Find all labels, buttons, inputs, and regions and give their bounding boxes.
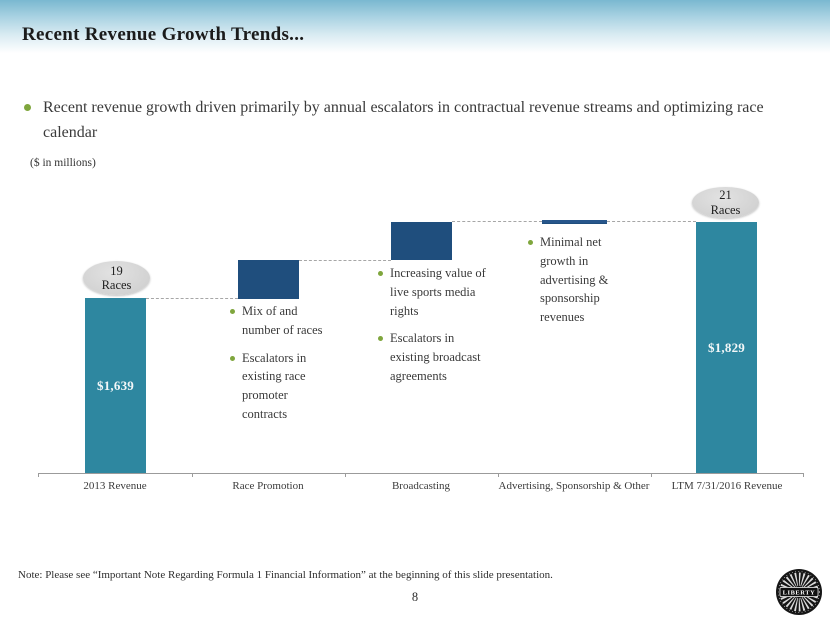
intro-bullet: Recent revenue growth driven primarily b…: [24, 96, 812, 146]
axis-tick: [498, 473, 499, 477]
list-item: Escalators in existing broadcast agreeme…: [378, 329, 486, 385]
axis-label-2013-revenue: 2013 Revenue: [83, 480, 147, 492]
liberty-media-logo: LIBERTY: [776, 569, 822, 615]
badge-number: 21: [719, 188, 732, 203]
axis-tick: [38, 473, 39, 477]
races-badge-ltm: 21 Races: [692, 187, 759, 218]
bullet-dot-icon: [378, 336, 383, 342]
annotation-race-promotion: Mix of and number of races Escalators in…: [230, 302, 330, 433]
races-badge-2013: 19 Races: [83, 261, 150, 295]
dashed-connector: [452, 221, 542, 222]
badge-number: 19: [110, 263, 123, 278]
list-item: Escalators in existing race promoter con…: [230, 349, 330, 424]
annotation-text: Escalators in existing broadcast agreeme…: [390, 331, 481, 383]
axis-label-race-promotion: Race Promotion: [232, 480, 304, 492]
bar-ltm-revenue: $1,829: [696, 222, 757, 473]
axis-tick: [345, 473, 346, 477]
logo-text: LIBERTY: [783, 590, 816, 597]
header-gradient-band: [0, 0, 830, 56]
bar-value-label: $1,639: [97, 377, 134, 393]
axis-label-advertising: Advertising, Sponsorship & Other: [498, 480, 650, 492]
badge-word: Races: [101, 278, 132, 292]
annotation-text: Escalators in existing race promoter con…: [242, 350, 307, 421]
annotation-advertising: Minimal net growth in advertising & spon…: [528, 233, 624, 336]
annotation-text: Increasing value of live sports media ri…: [390, 266, 486, 318]
axis-tick: [803, 473, 804, 477]
bullet-dot-icon: [378, 271, 383, 276]
bar-race-promotion: [238, 260, 299, 299]
annotation-text: Minimal net growth in advertising & spon…: [540, 235, 609, 324]
annotation-text: Mix of and number of races: [242, 304, 323, 337]
dashed-connector: [299, 260, 391, 261]
bullet-dot-icon: [230, 355, 235, 361]
axis-label-ltm-revenue: LTM 7/31/2016 Revenue: [671, 480, 783, 492]
axis-tick: [651, 473, 652, 477]
bar-value-label: $1,829: [708, 339, 745, 355]
bullet-dot-icon: [230, 309, 235, 314]
x-axis-line: [38, 473, 804, 474]
units-label: ($ in millions): [30, 157, 96, 169]
footnote: Note: Please see “Important Note Regardi…: [18, 569, 553, 581]
axis-label-broadcasting: Broadcasting: [391, 480, 451, 492]
list-item: Minimal net growth in advertising & spon…: [528, 233, 624, 327]
dashed-connector: [607, 221, 696, 222]
bullet-dot-icon: [528, 240, 533, 245]
bar-broadcasting: [391, 222, 452, 260]
bullet-dot-icon: [24, 104, 31, 111]
dashed-connector: [146, 298, 238, 299]
bar-advertising-sponsorship: [542, 220, 607, 224]
axis-tick: [192, 473, 193, 477]
page-number: 8: [411, 590, 419, 604]
badge-word: Races: [710, 202, 741, 217]
bar-2013-revenue: $1,639: [85, 298, 146, 473]
page-title: Recent Revenue Growth Trends...: [22, 24, 305, 45]
intro-bullet-text: Recent revenue growth driven primarily b…: [43, 99, 764, 141]
list-item: Mix of and number of races: [230, 302, 330, 340]
list-item: Increasing value of live sports media ri…: [378, 264, 486, 320]
annotation-broadcasting: Increasing value of live sports media ri…: [378, 264, 486, 395]
